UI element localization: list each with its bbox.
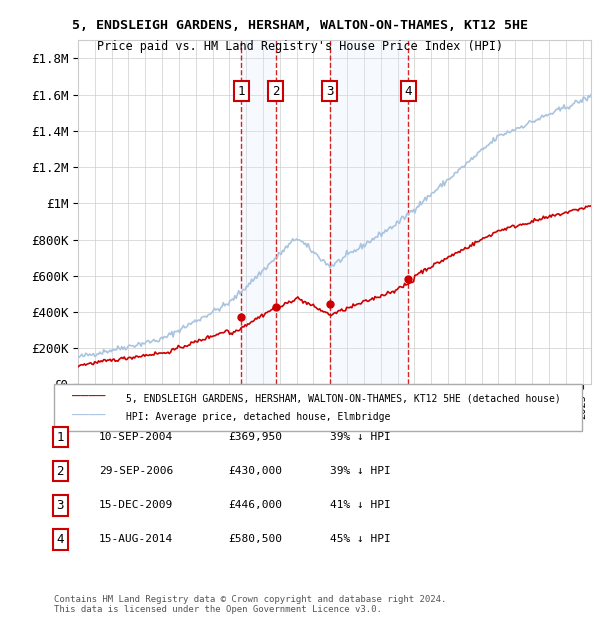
Text: Price paid vs. HM Land Registry's House Price Index (HPI): Price paid vs. HM Land Registry's House … (97, 40, 503, 53)
Text: ————: ———— (72, 409, 106, 422)
Text: Contains HM Land Registry data © Crown copyright and database right 2024.: Contains HM Land Registry data © Crown c… (54, 595, 446, 604)
Text: HPI: Average price, detached house, Elmbridge: HPI: Average price, detached house, Elmb… (126, 412, 391, 422)
Text: 5, ENDSLEIGH GARDENS, HERSHAM, WALTON-ON-THAMES, KT12 5HE: 5, ENDSLEIGH GARDENS, HERSHAM, WALTON-ON… (72, 19, 528, 32)
Text: 41% ↓ HPI: 41% ↓ HPI (330, 500, 391, 510)
Text: ————: ———— (72, 409, 106, 422)
Text: This data is licensed under the Open Government Licence v3.0.: This data is licensed under the Open Gov… (54, 604, 382, 614)
Text: ————: ———— (72, 390, 106, 404)
Text: £430,000: £430,000 (228, 466, 282, 476)
Text: 2: 2 (272, 84, 280, 97)
Text: 10-SEP-2004: 10-SEP-2004 (99, 432, 173, 442)
Text: 3: 3 (56, 499, 64, 511)
Text: 2: 2 (56, 465, 64, 477)
Text: 3: 3 (326, 84, 334, 97)
Text: 5, ENDSLEIGH GARDENS, HERSHAM, WALTON-ON-THAMES, KT12 5HE (detached house): 5, ENDSLEIGH GARDENS, HERSHAM, WALTON-ON… (126, 393, 561, 403)
Text: HPI: Average price, detached house, Elmbridge: HPI: Average price, detached house, Elmb… (126, 412, 391, 422)
Text: 29-SEP-2006: 29-SEP-2006 (99, 466, 173, 476)
Text: 5, ENDSLEIGH GARDENS, HERSHAM, WALTON-ON-THAMES, KT12 5HE (detached house): 5, ENDSLEIGH GARDENS, HERSHAM, WALTON-ON… (126, 393, 561, 403)
Text: 15-DEC-2009: 15-DEC-2009 (99, 500, 173, 510)
Bar (241, 40, 275, 384)
Bar (329, 40, 408, 384)
Text: £369,950: £369,950 (228, 432, 282, 442)
Text: 4: 4 (56, 533, 64, 546)
Text: 45% ↓ HPI: 45% ↓ HPI (330, 534, 391, 544)
Text: 4: 4 (404, 84, 412, 97)
Text: £446,000: £446,000 (228, 500, 282, 510)
Text: 15-AUG-2014: 15-AUG-2014 (99, 534, 173, 544)
Text: £580,500: £580,500 (228, 534, 282, 544)
Text: 1: 1 (238, 84, 245, 97)
Text: 39% ↓ HPI: 39% ↓ HPI (330, 432, 391, 442)
Text: ————: ———— (72, 390, 106, 404)
Text: 1: 1 (56, 431, 64, 443)
Text: 39% ↓ HPI: 39% ↓ HPI (330, 466, 391, 476)
